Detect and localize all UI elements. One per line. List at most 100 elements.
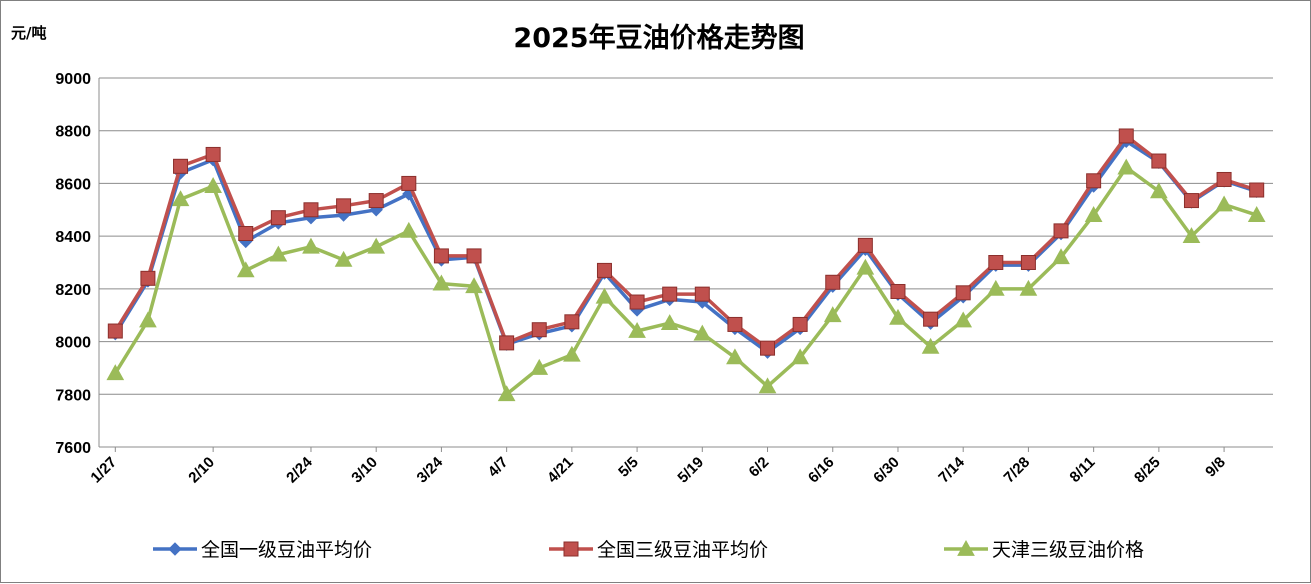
data-point: [302, 237, 320, 254]
data-point: [336, 198, 352, 214]
data-point: [139, 311, 157, 328]
data-point: [1118, 128, 1134, 144]
legend-label: 全国三级豆油平均价: [597, 539, 768, 561]
y-tick-label: 8000: [55, 335, 91, 352]
gridlines: [99, 77, 1273, 448]
data-point: [791, 348, 809, 365]
x-tick-label: 1/27: [87, 454, 120, 487]
data-point: [1053, 223, 1069, 239]
legend: 全国一级豆油平均价 全国三级豆油平均价 天津三级豆油价格: [153, 539, 1144, 561]
series-line-3: [113, 165, 1258, 397]
x-axis-ticks: 1/27 2/10 2/24 3/10 3/24 4/7 4/21 5/5 5/19 6/2 6/1…: [87, 447, 1229, 487]
data-point: [890, 283, 906, 299]
axes: [98, 78, 1273, 448]
data-point: [1183, 193, 1199, 209]
data-point: [758, 377, 777, 394]
data-point: [1182, 227, 1201, 244]
legend-swatch-marker: [957, 539, 975, 556]
series-2: [107, 128, 1265, 356]
data-point: [205, 146, 221, 162]
x-tick-label: 6/2: [746, 454, 773, 481]
x-tick-label: 8/11: [1066, 454, 1098, 486]
data-point: [986, 279, 1005, 296]
y-tick-label: 8800: [55, 124, 91, 141]
chart-title: 2025年豆油价格走势图: [513, 22, 804, 54]
data-point: [1249, 182, 1265, 198]
data-point: [825, 274, 841, 290]
legend-label: 全国一级豆油平均价: [201, 539, 372, 561]
x-tick-label: 7/14: [935, 453, 968, 486]
x-tick-label: 3/24: [414, 453, 447, 486]
data-point: [1052, 248, 1070, 265]
x-tick-label: 8/25: [1131, 454, 1164, 487]
data-point: [171, 190, 190, 207]
data-point: [270, 210, 286, 226]
series-line-1: [113, 139, 1258, 354]
data-point: [595, 287, 614, 304]
y-tick-label: 8200: [55, 282, 91, 299]
x-tick-label: 3/10: [348, 454, 381, 487]
data-point: [988, 255, 1004, 270]
data-point: [465, 277, 483, 294]
y-axis-unit-label: 元/吨: [11, 24, 46, 42]
x-tick-label: 4/21: [544, 454, 577, 487]
x-tick-label: 2/10: [185, 454, 218, 487]
data-point: [694, 286, 710, 302]
data-point: [238, 226, 254, 242]
data-point: [204, 177, 222, 193]
data-point: [1151, 153, 1167, 169]
data-point: [399, 221, 418, 238]
data-point: [726, 348, 744, 365]
data-point: [140, 270, 156, 286]
data-point: [727, 316, 743, 332]
data-point: [628, 321, 646, 338]
x-tick-label: 6/30: [870, 454, 903, 487]
data-point: [334, 250, 353, 267]
data-point: [269, 245, 288, 262]
x-tick-label: 4/7: [485, 454, 512, 481]
y-tick-label: 7800: [55, 387, 91, 404]
data-point: [107, 323, 123, 339]
data-point: [889, 308, 907, 325]
legend-item-3: 天津三级豆油价格: [944, 539, 1144, 561]
data-point: [466, 248, 482, 264]
x-tick-label: 7/28: [1001, 454, 1034, 487]
data-point: [1020, 255, 1036, 270]
data-point: [433, 248, 449, 264]
data-point: [923, 311, 939, 327]
data-point: [596, 262, 612, 278]
legend-item-2: 全国三级豆油平均价: [549, 539, 768, 561]
y-tick-label: 9000: [55, 71, 91, 88]
data-point: [106, 364, 125, 381]
data-point: [660, 314, 679, 331]
data-point: [1150, 182, 1168, 199]
x-tick-label: 6/16: [805, 454, 838, 487]
data-point: [954, 311, 973, 328]
data-point: [921, 337, 940, 354]
legend-label: 天津三级豆油价格: [992, 539, 1144, 561]
data-point: [1084, 206, 1103, 222]
data-point: [173, 158, 189, 174]
data-point: [499, 335, 515, 351]
y-tick-label: 8400: [55, 229, 91, 246]
data-point: [303, 202, 319, 218]
data-point: [432, 274, 451, 291]
y-tick-label: 8600: [55, 176, 91, 193]
data-point: [563, 345, 581, 362]
data-point: [368, 193, 384, 209]
x-tick-label: 2/24: [283, 453, 316, 486]
data-point: [629, 294, 645, 310]
data-point: [856, 258, 875, 275]
y-axis-ticks: 7600 7800 8000 8200 8400 8600 8800 9000: [55, 71, 91, 457]
legend-item-1: 全国一级豆油平均价: [153, 539, 372, 561]
data-point: [1247, 206, 1266, 222]
data-point: [857, 237, 873, 253]
data-point: [530, 358, 549, 375]
x-tick-label: 9/8: [1202, 454, 1229, 481]
data-point: [662, 286, 678, 302]
data-point: [1215, 195, 1233, 212]
data-point: [955, 285, 971, 301]
series-line-2: [113, 134, 1258, 350]
